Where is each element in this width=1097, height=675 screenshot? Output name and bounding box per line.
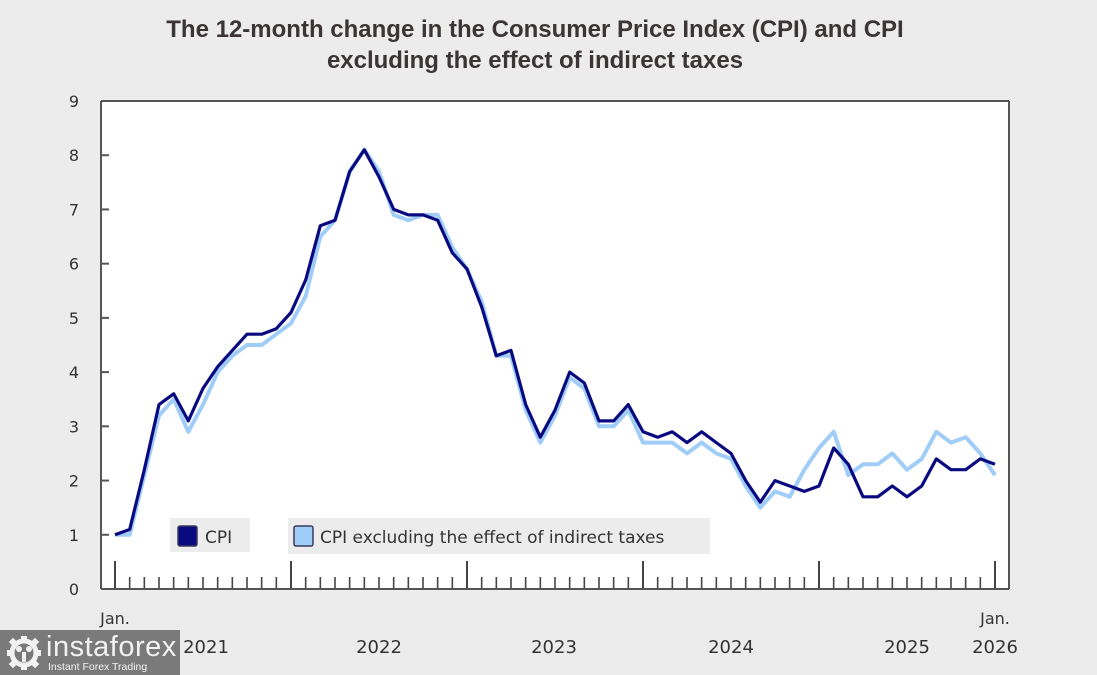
chart-title-line-1: The 12-month change in the Consumer Pric… [166,16,904,43]
y-tick-label: 4 [69,363,79,382]
y-tick-label: 2 [69,472,79,491]
gear-logo-icon [7,636,41,670]
y-tick-label: 8 [69,146,79,165]
y-tick-label: 3 [69,417,79,436]
series-layer [114,147,997,537]
y-tick-label: 1 [69,526,79,545]
y-axis: 0 1 2 3 4 5 6 7 8 9 [69,92,109,599]
y-tick-label: 7 [69,200,79,219]
y-tick-label: 9 [69,92,79,111]
chart-title: The 12-month change in the Consumer Pric… [0,14,1070,76]
x-tick-label: 2026 [972,637,1018,658]
chart-title-line-2: excluding the effect of indirect taxes [326,47,744,74]
y-tick-label: 5 [69,309,79,328]
x-tick-label: 2023 [531,637,577,658]
x-tick-label-top: Jan. [99,609,130,628]
legend-swatch-cpi-excl-taxes [293,525,314,547]
x-tick-label: 2025 [884,637,930,658]
legend-item-cpi-excl-taxes: CPI excluding the effect of indirect tax… [288,518,710,554]
series-cpi [114,148,996,537]
x-tick-label: 2024 [708,637,754,658]
x-axis: Jan. 2021 2022 2023 2024 2025 Jan. 2026 [99,561,1018,658]
legend: CPI CPI excluding the effect of indirect… [170,518,710,554]
x-tick-label: 2021 [183,637,229,658]
legend-bg-cpi-excl-taxes [288,518,710,554]
y-tick-label: 6 [69,255,79,274]
legend-label-cpi-excl-taxes: CPI excluding the effect of indirect tax… [320,528,665,548]
watermark-brand: instaforex [46,631,177,663]
x-tick-label-top: Jan. [979,609,1010,628]
legend-item-cpi: CPI [170,518,250,552]
legend-label-cpi: CPI [205,528,232,548]
legend-swatch-cpi [177,525,198,547]
x-tick-label: 2022 [356,637,402,658]
y-tick-label: 0 [69,580,79,599]
watermark-tagline: Instant Forex Trading [48,661,148,673]
instaforex-watermark: instaforex Instant Forex Trading [0,630,180,675]
